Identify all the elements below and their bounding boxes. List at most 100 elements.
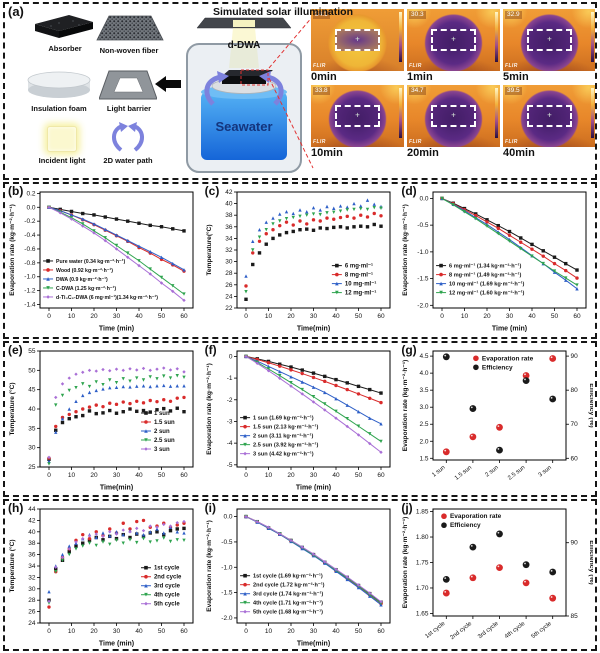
- chart-h-container: (h) 0 10 20 30 40 50 60 24 26 28 30 32 34 36 38 40 42 44 T…: [5, 501, 202, 649]
- svg-text:30: 30: [28, 445, 36, 452]
- svg-text:20: 20: [484, 313, 492, 320]
- thermal-roi-marker: [240, 69, 269, 86]
- thermal-colorbar: [591, 12, 594, 62]
- thermal-roi: +: [431, 105, 476, 127]
- svg-text:5th cycle: 5th cycle: [154, 602, 180, 608]
- svg-text:12 mg·ml⁻¹ (1.60 kg·m⁻²·h⁻¹): 12 mg·ml⁻¹ (1.60 kg·m⁻²·h⁻¹): [449, 290, 525, 297]
- svg-text:-1.4: -1.4: [24, 302, 36, 309]
- svg-text:60: 60: [377, 628, 385, 635]
- svg-text:4.0: 4.0: [420, 370, 429, 377]
- svg-text:40: 40: [529, 313, 537, 320]
- chart-e-container: (e) 0 10 20 30 40 50 60 25 30 35 40 45 50 55 Time(min)…: [5, 343, 202, 495]
- svg-text:Temperature(°C): Temperature(°C): [205, 224, 213, 275]
- svg-text:10: 10: [68, 628, 76, 635]
- svg-text:Time (min): Time (min): [99, 641, 134, 648]
- svg-text:4.5: 4.5: [420, 353, 429, 360]
- svg-text:-1: -1: [226, 375, 232, 382]
- svg-text:0.0: 0.0: [26, 204, 35, 211]
- svg-text:30: 30: [113, 313, 121, 320]
- thermal-reading: 32.9: [505, 11, 522, 19]
- d-dwa-label: d-DWA: [228, 40, 261, 51]
- svg-text:42: 42: [225, 189, 233, 196]
- thermal-image-20min: 34.7 + FLIR: [407, 85, 500, 147]
- crosshair-icon: +: [451, 110, 456, 120]
- svg-text:0: 0: [228, 353, 232, 360]
- svg-text:0: 0: [244, 628, 248, 635]
- svg-text:0.0: 0.0: [420, 195, 429, 202]
- svg-text:45: 45: [28, 387, 36, 394]
- svg-text:90: 90: [571, 540, 579, 547]
- panel-a-title: Simulated solar illumination: [212, 6, 354, 18]
- svg-text:20: 20: [90, 628, 98, 635]
- svg-text:Wood (0.92 kg·m⁻²·h⁻¹): Wood (0.92 kg·m⁻²·h⁻¹): [56, 268, 113, 274]
- thermal-time-label: 1min: [407, 71, 433, 83]
- flir-logo: FLIR: [505, 63, 518, 69]
- flir-logo: FLIR: [409, 63, 422, 69]
- svg-text:Evaporation rate (kg·m⁻²·h⁻¹): Evaporation rate (kg·m⁻²·h⁻¹): [9, 204, 16, 296]
- svg-text:1.5 sun: 1.5 sun: [454, 465, 473, 482]
- thermal-colorbar: [399, 12, 402, 62]
- svg-text:40: 40: [332, 313, 340, 320]
- thermal-colorbar: [495, 12, 498, 62]
- svg-text:6 mg·ml⁻¹ (1.34 kg·m⁻²·h⁻¹): 6 mg·ml⁻¹ (1.34 kg·m⁻²·h⁻¹): [449, 263, 521, 270]
- svg-text:50: 50: [354, 472, 362, 479]
- panel-a-label: (a): [8, 4, 24, 19]
- svg-text:2 sun: 2 sun: [485, 465, 500, 479]
- thermal-time-label: 10min: [311, 147, 343, 159]
- svg-text:12 mg·ml⁻¹: 12 mg·ml⁻¹: [344, 290, 376, 297]
- svg-text:38: 38: [28, 540, 36, 547]
- svg-text:5th cycle (1.68 kg·m⁻²·h⁻¹): 5th cycle (1.68 kg·m⁻²·h⁻¹): [253, 609, 323, 616]
- chart-g-container: (g) 1 sun 1.5 sun 2 sun 2.5 sun 3 sun 1.5 2.0 2…: [398, 343, 595, 495]
- svg-text:44: 44: [28, 506, 36, 513]
- thermal-reading: 34.7: [409, 87, 426, 95]
- flir-logo: FLIR: [313, 63, 326, 69]
- svg-text:60: 60: [377, 313, 385, 320]
- svg-text:1 sun: 1 sun: [431, 465, 446, 479]
- svg-text:-0.5: -0.5: [221, 539, 233, 546]
- svg-text:0.2: 0.2: [26, 190, 35, 197]
- thermal-time-label: 40min: [503, 147, 535, 159]
- insulation-foam-label: Insulation foam: [31, 104, 87, 113]
- thermal-roi: +: [335, 105, 380, 127]
- svg-text:Evaporation rate (kg·m⁻²·h⁻¹): Evaporation rate (kg·m⁻²·h⁻¹): [402, 517, 409, 609]
- svg-text:28: 28: [225, 270, 233, 277]
- svg-text:2nd cycle: 2nd cycle: [154, 575, 182, 581]
- svg-text:1.80: 1.80: [416, 534, 429, 541]
- thermal-reading: 33.8: [313, 87, 330, 95]
- svg-text:-2: -2: [226, 397, 232, 404]
- svg-text:30: 30: [113, 628, 121, 635]
- svg-text:10: 10: [264, 313, 272, 320]
- chart-d-evaporation-concentration: 0 10 20 30 40 50 60 0.0 -0.5 -1.0 -1.5 -2.0 Time (mi…: [402, 191, 587, 333]
- svg-text:30: 30: [225, 259, 233, 266]
- svg-text:70: 70: [571, 421, 579, 428]
- thermal-roi: +: [527, 105, 572, 127]
- 2d-water-path-icon: [112, 122, 144, 152]
- svg-text:-1.0: -1.0: [24, 274, 36, 281]
- svg-text:34: 34: [28, 563, 36, 570]
- svg-text:24: 24: [225, 293, 233, 300]
- chart-c-container: (c) 0 10 20 30 40 50 60 22 24 26 28 30 32 34 36 38 40 42 T…: [202, 184, 399, 337]
- incident-light-label: Incident light: [38, 156, 86, 165]
- thermal-cell: 34.7 + FLIR 20min: [407, 85, 500, 160]
- svg-text:50: 50: [551, 313, 559, 320]
- svg-text:1st cycle (1.69 kg·m⁻²·h⁻¹): 1st cycle (1.69 kg·m⁻²·h⁻¹): [253, 573, 323, 580]
- svg-text:Efficiency: Efficiency: [450, 522, 481, 529]
- non-woven-fiber-icon: [96, 15, 164, 41]
- panel-e-label: (e): [8, 343, 23, 357]
- svg-text:Time (min): Time (min): [295, 485, 330, 492]
- svg-text:Time(min): Time(min): [296, 326, 329, 333]
- svg-text:2.5 sun: 2.5 sun: [154, 438, 175, 444]
- svg-text:40: 40: [135, 628, 143, 635]
- svg-text:36: 36: [225, 224, 233, 231]
- svg-text:20: 20: [90, 472, 98, 479]
- svg-text:-0.5: -0.5: [417, 222, 429, 229]
- svg-text:80: 80: [571, 387, 579, 394]
- svg-text:25: 25: [28, 464, 36, 471]
- svg-text:30: 30: [506, 313, 514, 320]
- svg-text:0.0: 0.0: [223, 514, 232, 521]
- svg-text:0: 0: [244, 313, 248, 320]
- svg-text:26: 26: [225, 282, 233, 289]
- svg-text:0: 0: [47, 313, 51, 320]
- svg-text:40: 40: [28, 529, 36, 536]
- chart-f-container: (f) 0 10 20 30 40 50 60 0 -1 -2 -3 -4 -5 Time (min) Ev…: [202, 343, 399, 495]
